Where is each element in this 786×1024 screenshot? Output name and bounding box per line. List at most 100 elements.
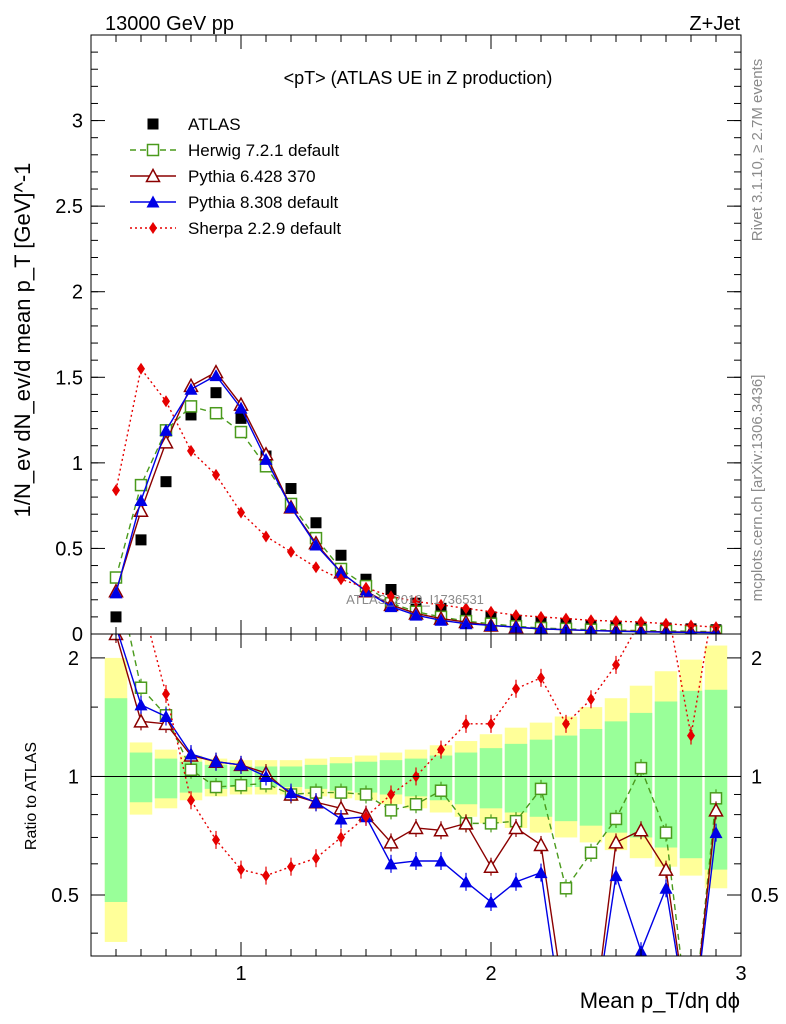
data-point — [409, 608, 423, 621]
ratio-data-point — [562, 717, 570, 730]
data-point — [135, 534, 147, 546]
ratio-data-point — [184, 763, 198, 776]
ratio-data-point — [512, 682, 520, 695]
ratio-data-point — [609, 812, 623, 826]
legend-marker — [146, 143, 160, 157]
ratio-data-point — [209, 780, 223, 794]
data-point — [209, 406, 223, 420]
ratio-data-point — [387, 788, 395, 801]
data-point — [259, 452, 273, 465]
data-point — [134, 494, 148, 507]
legend-marker — [147, 118, 159, 130]
data-point — [234, 425, 248, 439]
data-point — [235, 412, 247, 424]
data-point — [487, 605, 495, 618]
data-point — [662, 617, 670, 630]
ratio-series-pythia-8-308-default — [115, 634, 723, 956]
data-point — [112, 484, 120, 497]
series-sherpa-2-2-9-default — [112, 362, 720, 634]
data-point — [384, 600, 398, 613]
ratio-data-point — [133, 713, 149, 728]
main-y-tick-label: 0.5 — [55, 538, 83, 560]
legend: ATLAS Herwig 7.2.1 default Pythia 6.428 37… — [130, 115, 341, 238]
ratio-data-point — [409, 854, 423, 867]
legend-marker — [146, 195, 160, 208]
ratio-y-tick-label: 1 — [68, 766, 79, 788]
legend-item-pythia-8-308-default: Pythia 8.308 default — [130, 193, 339, 212]
data-point — [137, 362, 145, 375]
ratio-data-point — [334, 812, 348, 825]
data-point — [262, 530, 270, 543]
ratio-data-point — [458, 815, 474, 830]
ratio-data-point — [659, 826, 673, 839]
data-point — [612, 615, 620, 628]
main-y-tick-label: 3 — [72, 111, 83, 133]
ratio-data-point — [159, 709, 173, 722]
data-point — [437, 598, 445, 611]
ratio-stat-uncertainty-bar — [604, 721, 628, 833]
data-point — [109, 586, 123, 599]
ratio-y-tick-label: 2 — [68, 648, 79, 670]
ratio-data-point — [709, 826, 723, 839]
ratio-data-point — [362, 810, 370, 823]
legend-item-herwig-7-2-1-default: Herwig 7.2.1 default — [130, 141, 339, 160]
data-point — [160, 476, 172, 488]
ratio-data-point — [187, 794, 195, 807]
data-point — [285, 483, 297, 495]
data-point — [162, 395, 170, 408]
data-point — [512, 609, 520, 622]
ratio-data-point — [459, 875, 473, 888]
ratio-data-point — [462, 717, 470, 730]
data-point — [187, 444, 195, 457]
data-point — [184, 400, 198, 413]
main-y-axis-label: 1/N_ev dN_ev/d mean p_T [GeV]^-1 — [10, 163, 35, 518]
ratio-data-point — [134, 698, 148, 711]
ratio-data-point — [334, 786, 348, 799]
main-y-tick-label: 2 — [72, 282, 83, 304]
ratio-stat-uncertainty-bar — [329, 763, 353, 791]
data-point — [360, 573, 372, 585]
legend-label: Sherpa 2.2.9 default — [188, 219, 341, 238]
ratio-stat-uncertainty-bar — [104, 698, 128, 902]
x-tick-label: 3 — [735, 963, 746, 985]
ratio-data-point — [587, 693, 595, 706]
series-line — [115, 367, 717, 628]
data-point — [185, 409, 197, 421]
ratio-data-point — [434, 854, 448, 867]
ratio-data-point — [437, 743, 445, 756]
ratio-data-point — [559, 882, 573, 895]
ratio-data-point — [287, 860, 295, 873]
ratio-data-point — [234, 758, 248, 771]
ratio-data-point — [284, 786, 298, 799]
ratio-data-point — [434, 784, 448, 797]
main-y-tick-label: 1 — [72, 453, 83, 475]
ratio-data-point — [609, 869, 623, 882]
ratio-data-point — [484, 895, 498, 908]
data-point — [310, 517, 322, 529]
ratio-data-point — [612, 658, 620, 671]
legend-label: Pythia 8.308 default — [188, 193, 339, 212]
data-point — [212, 468, 220, 481]
ratio-data-point — [658, 861, 674, 876]
ratio-stat-uncertainty-bar — [454, 752, 478, 805]
ratio-y-tick-label: 0.5 — [51, 885, 79, 907]
ratio-y-tick-label-right: 1 — [751, 766, 762, 788]
ratio-data-point — [534, 866, 548, 879]
ratio-data-point — [409, 797, 423, 811]
data-point — [284, 500, 298, 513]
ratio-stat-uncertainty-bar — [679, 690, 703, 859]
x-axis-label: Mean p_T/dη dϕ — [580, 988, 740, 1013]
data-point — [362, 581, 370, 594]
ratio-stat-uncertainty-bar — [479, 748, 503, 809]
legend-label: Pythia 6.428 370 — [188, 167, 316, 186]
ratio-stat-uncertainty-bar — [554, 735, 578, 822]
ratio-series-sherpa-2-2-9-default — [149, 634, 709, 885]
ratio-data-point — [508, 819, 524, 835]
ratio-stat-uncertainty-bar — [354, 761, 378, 793]
ratio-stat-uncertainty-bar — [529, 739, 553, 817]
data-point — [687, 619, 695, 632]
mcplots-label: mcplots.cern.ch [arXiv:1306.3436] — [749, 375, 766, 602]
ratio-stat-uncertainty-bar — [654, 701, 678, 848]
legend-marker — [145, 167, 161, 183]
